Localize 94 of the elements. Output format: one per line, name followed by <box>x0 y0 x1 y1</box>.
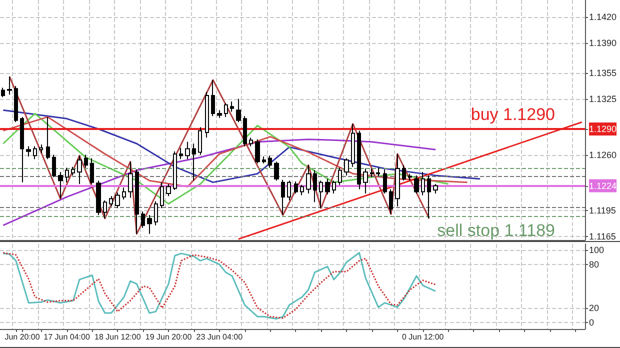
candlestick <box>236 98 241 123</box>
x-tick-label: 18 Jun 12:00 <box>94 332 142 342</box>
candlestick <box>351 123 355 168</box>
candlestick <box>433 184 438 194</box>
y-tick-label: 100 <box>589 244 604 255</box>
candlestick <box>421 172 425 196</box>
candlestick <box>230 100 234 112</box>
candlestick <box>141 211 145 228</box>
candlestick <box>363 168 368 194</box>
candlestick <box>395 153 400 207</box>
candlestick <box>147 214 152 234</box>
candlestick <box>414 174 419 194</box>
candlestick <box>128 161 133 198</box>
y-tick-label: 1.1290 <box>589 124 617 134</box>
candlestick <box>46 116 50 160</box>
candlestick <box>192 143 196 182</box>
candlestick <box>281 179 285 216</box>
candlestick <box>357 130 361 190</box>
candlestick <box>103 200 107 219</box>
y-tick-label: 20 <box>589 302 600 313</box>
candlestick <box>154 200 158 226</box>
candlestick <box>185 141 190 160</box>
y-tick-label: 1.1260 <box>589 150 617 160</box>
candlestick <box>402 164 406 182</box>
x-tick-label: 0 Jun 12:00 <box>402 332 444 342</box>
candlestick <box>166 184 171 197</box>
candlestick <box>313 170 317 203</box>
candlestick <box>58 172 63 200</box>
candlestick <box>408 173 412 182</box>
candlestick <box>427 174 431 219</box>
candlestick <box>255 138 260 164</box>
candlestick <box>338 167 342 186</box>
candlestick <box>84 154 88 168</box>
x-tick-label: 19 Jun 20:00 <box>145 332 192 342</box>
candlestick <box>205 92 209 138</box>
candlestick <box>268 155 272 168</box>
candlestick <box>160 182 164 209</box>
candlestick <box>109 196 113 207</box>
candlestick <box>65 167 69 183</box>
candlestick <box>96 180 101 216</box>
candlestick <box>217 110 222 118</box>
candlestick <box>179 147 183 160</box>
candlestick <box>33 146 37 160</box>
candlestick <box>300 184 304 196</box>
candlestick <box>224 102 228 118</box>
candlestick <box>26 146 31 158</box>
candlestick <box>77 155 82 185</box>
candlestick <box>249 137 253 147</box>
candlestick <box>1 87 5 98</box>
ref-line-label: sell stop 1.1189 <box>437 220 555 240</box>
y-tick-label: 1.1165 <box>589 232 616 242</box>
candlestick <box>274 161 279 182</box>
candlestick <box>90 158 94 185</box>
candlestick <box>20 116 24 183</box>
candlestick <box>71 166 75 176</box>
candlestick <box>370 168 374 178</box>
candlestick <box>115 192 120 209</box>
candlestick <box>344 158 349 176</box>
candlestick <box>211 79 215 117</box>
y-tick-label: 1.1390 <box>589 38 617 48</box>
candlestick <box>389 188 393 215</box>
candlestick <box>306 164 311 194</box>
candlestick <box>325 178 330 195</box>
line-series <box>2 116 468 188</box>
y-tick-label: 1.1355 <box>589 68 617 78</box>
y-tick-label: 1.1195 <box>589 206 616 216</box>
candlestick <box>14 86 18 123</box>
candlestick <box>135 168 139 234</box>
ref-line-label: buy 1.1290 <box>470 105 555 124</box>
candlestick <box>319 180 323 209</box>
candlestick <box>52 154 56 178</box>
candlestick <box>332 180 336 194</box>
candlestick <box>294 180 298 194</box>
candlestick <box>7 76 12 96</box>
y-tick-label: 0 <box>589 317 594 328</box>
y-tick-label: 1.1325 <box>589 94 617 104</box>
candlestick <box>287 180 291 201</box>
y-tick-label: 1.1224 <box>589 180 617 191</box>
candlestick <box>383 168 387 194</box>
candlestick <box>243 116 247 147</box>
candlestick <box>122 186 126 200</box>
line-series <box>8 76 430 235</box>
x-tick-label: Jun 20:00 <box>4 332 40 342</box>
line-series <box>2 112 450 205</box>
x-tick-label: 23 Jun 04:00 <box>196 332 244 342</box>
candlestick <box>198 126 202 156</box>
y-tick-label: 80 <box>589 259 600 270</box>
x-tick-label: 17 Jun 04:00 <box>44 332 90 342</box>
candlestick <box>173 150 177 191</box>
candlestick <box>39 144 43 154</box>
candlestick <box>262 156 266 164</box>
candlestick <box>376 167 380 177</box>
line-series <box>2 138 436 226</box>
y-tick-label: 1.1420 <box>589 12 617 22</box>
